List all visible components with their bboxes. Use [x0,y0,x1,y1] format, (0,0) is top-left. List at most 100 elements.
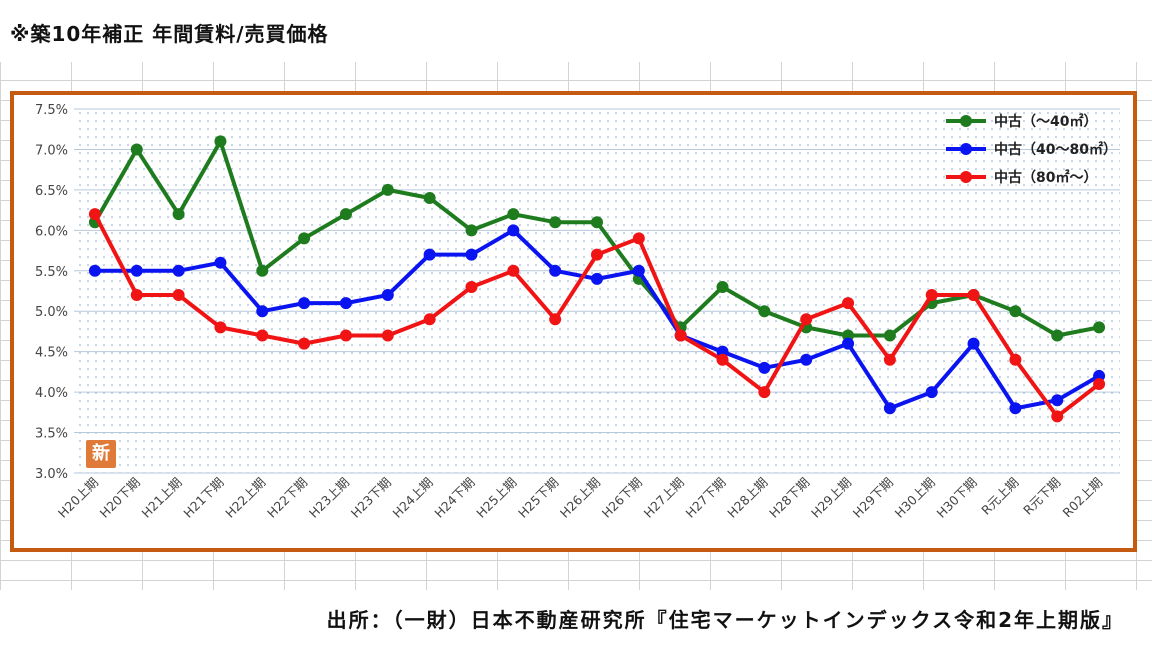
y-tick-label: 5.5% [35,265,68,280]
data-point [172,208,185,221]
data-point [214,256,227,269]
data-point [758,305,771,318]
source-note: 出所：（一財）日本不動産研究所『住宅マーケットインデックス令和2年上期版』 [326,608,1124,632]
x-tick-label: H27下期 [682,475,728,521]
x-tick-label: H23下期 [348,475,394,521]
data-point [842,337,855,350]
data-point [88,264,101,277]
data-point [339,329,352,342]
x-tick-label: H25下期 [515,475,561,521]
data-point [298,297,311,310]
legend-label: 中古（40～80㎡） [994,141,1117,158]
data-point [214,135,227,148]
data-point [591,272,603,285]
x-tick-label: H21下期 [180,475,226,521]
legend-label: 中古（～40㎡） [994,113,1097,130]
data-point [1009,402,1022,415]
y-tick-label: 4.0% [35,386,68,401]
y-tick-label: 3.0% [35,467,68,482]
x-tick-label: H26下期 [599,475,645,521]
y-tick-label: 4.5% [35,346,68,361]
title-band [0,0,1152,62]
data-point [1009,305,1022,318]
data-point [1051,410,1064,423]
y-tick-label: 7.5% [35,103,68,118]
data-point [1093,321,1106,334]
source-band [0,590,1152,647]
x-tick-label: H28下期 [766,475,812,521]
data-point [339,208,352,221]
data-point [465,248,478,261]
data-point [716,280,729,293]
x-tick-label: R元下期 [1020,475,1063,518]
data-point [256,264,269,277]
data-point [423,191,436,204]
data-point [339,297,352,310]
data-point [549,313,562,326]
data-point [1009,353,1022,366]
data-point [172,264,185,277]
data-point [1051,394,1064,407]
data-point [716,353,729,366]
legend-swatch-marker [960,171,972,183]
x-tick-label: H30上期 [892,475,938,521]
x-tick-label: H23上期 [306,475,352,521]
legend-swatch-marker [960,143,972,155]
y-tick-label: 7.0% [35,143,68,158]
x-tick-label: H22上期 [222,475,268,521]
legend-swatch-marker [960,115,972,127]
data-point [967,337,980,350]
data-point [465,280,478,293]
data-point [381,329,394,342]
data-point [549,264,562,277]
data-point [298,337,311,350]
x-tick-label: H29上期 [808,475,854,521]
x-tick-label: H27上期 [641,475,687,521]
data-point [800,313,813,326]
data-point [758,386,771,399]
data-point [1051,329,1064,342]
data-point [591,216,603,229]
data-point [298,232,311,245]
data-point [967,289,980,302]
data-point [1093,378,1106,391]
data-point [800,353,813,366]
data-point [883,353,896,366]
data-point [130,264,143,277]
page-title: ※築10年補正 年間賃料/売買価格 [10,22,329,46]
x-tick-label: H21上期 [139,475,185,521]
y-tick-label: 6.5% [35,184,68,199]
data-point [674,329,687,342]
data-point [507,264,520,277]
data-point [465,224,478,237]
data-point [423,248,436,261]
x-tick-label: H26上期 [557,475,603,521]
data-point [256,329,269,342]
data-point [842,297,855,310]
data-point [925,289,938,302]
data-point [172,289,185,302]
x-tick-label: H25上期 [473,475,519,521]
x-tick-label: H22下期 [264,475,310,521]
legend-label: 中古（80㎡～） [994,169,1097,186]
chart-frame[interactable]: 3.0% 3.5% 4.0% 4.5% 5.0% 5.5% 6.0% 6.5% 7.0% 7.5%… [10,91,1137,552]
data-point [591,248,603,261]
data-point [130,289,143,302]
x-tick-label: H24上期 [390,475,436,521]
new-badge: 新 [86,440,116,468]
data-point [507,208,520,221]
data-point [423,313,436,326]
x-tick-label: R02上期 [1060,475,1106,521]
data-point [130,143,143,156]
x-tick-label: H29下期 [850,475,896,521]
data-point [88,208,101,221]
data-point [381,289,394,302]
data-point [381,183,394,196]
x-tick-label: H20下期 [97,475,143,521]
plot-area [74,109,1120,473]
x-tick-label: H28上期 [724,475,770,521]
y-tick-label: 6.0% [35,224,68,239]
x-tick-label: H24下期 [431,475,477,521]
data-point [883,402,896,415]
data-point [883,329,896,342]
